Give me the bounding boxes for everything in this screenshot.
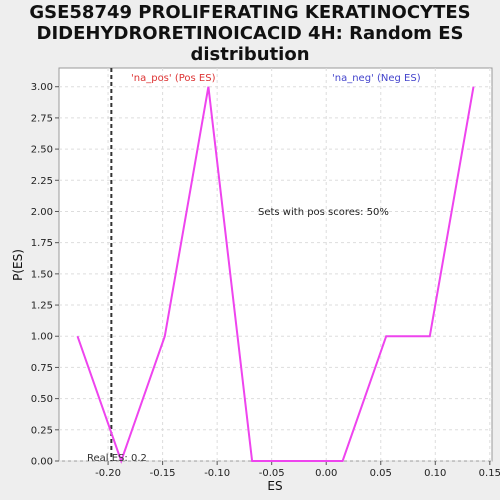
series-line-0 bbox=[76, 86, 475, 465]
y-tick-label: 0.50 bbox=[31, 394, 53, 405]
y-tick-label: 2.25 bbox=[31, 176, 53, 187]
x-tick-label: -0.20 bbox=[95, 468, 121, 479]
x-tick-label: 0.05 bbox=[370, 468, 392, 479]
chart-title-line-1: GSE58749 PROLIFERATING KERATINOCYTES bbox=[29, 2, 471, 23]
y-tick-label: 0.00 bbox=[31, 457, 53, 468]
x-axis-label: ES bbox=[267, 479, 282, 493]
na-pos-label: 'na_pos' (Pos ES) bbox=[131, 73, 216, 84]
grid-lines bbox=[59, 68, 492, 462]
chart-title-line-2: DIDEHYDRORETINOICACID 4H: Random ES bbox=[36, 23, 464, 44]
axes: -0.20 -0.15 -0.10 -0.05 0.00 0.05 0.10 0.15 0.00… bbox=[31, 82, 500, 479]
x-tick-label: 0.15 bbox=[479, 468, 500, 479]
x-tick-label: -0.15 bbox=[150, 468, 176, 479]
data-marks bbox=[76, 68, 475, 465]
y-tick-label: 1.75 bbox=[31, 238, 53, 249]
chart-title: GSE58749 PROLIFERATING KERATINOCYTES DID… bbox=[0, 2, 500, 65]
x-tick-label: 0.00 bbox=[315, 468, 337, 479]
y-tick-label: 1.25 bbox=[31, 301, 53, 312]
y-tick-label: 1.00 bbox=[31, 332, 53, 343]
sets-with-pos-label: Sets with pos scores: 50% bbox=[258, 207, 389, 218]
y-tick-label: 1.50 bbox=[31, 269, 53, 280]
na-neg-label: 'na_neg' (Neg ES) bbox=[332, 73, 421, 84]
y-tick-label: 2.50 bbox=[31, 145, 53, 156]
x-tick-label: 0.10 bbox=[424, 468, 446, 479]
real-es-label: Real ES: 0.2 bbox=[87, 453, 147, 464]
y-axis-label: P(ES) bbox=[11, 249, 25, 281]
y-tick-label: 2.00 bbox=[31, 207, 53, 218]
chart-title-line-3: distribution bbox=[190, 44, 310, 65]
y-tick-label: 2.75 bbox=[31, 113, 53, 124]
y-tick-label: 3.00 bbox=[31, 82, 53, 93]
y-tick-label: 0.75 bbox=[31, 363, 53, 374]
y-tick-label: 0.25 bbox=[31, 425, 53, 436]
plot-area bbox=[58, 67, 493, 462]
x-tick-label: -0.05 bbox=[259, 468, 285, 479]
x-tick-label: -0.10 bbox=[204, 468, 230, 479]
